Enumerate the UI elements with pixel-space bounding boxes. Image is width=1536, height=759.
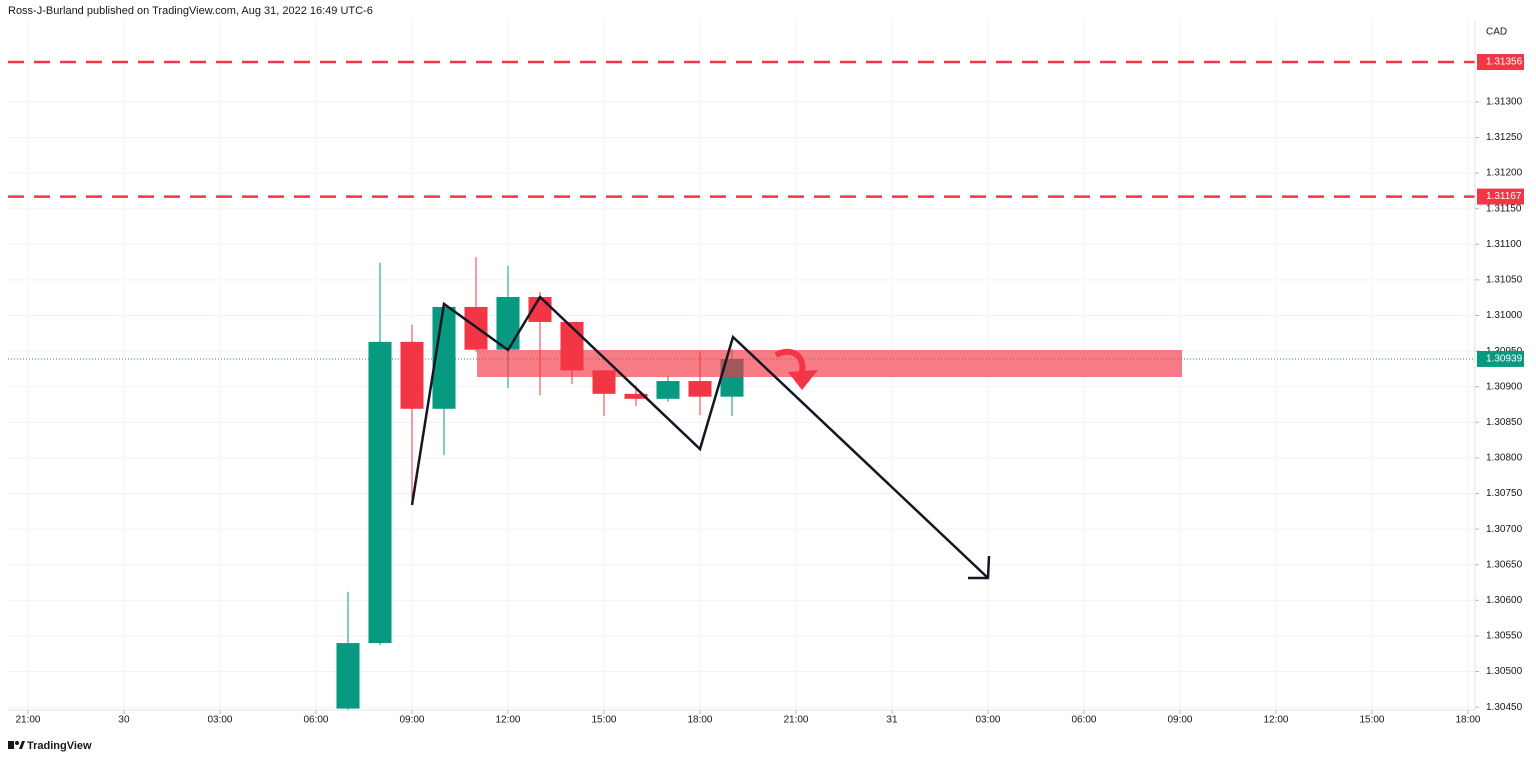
watermark: TradingView	[27, 740, 92, 752]
x-tick-label: 06:00	[1071, 715, 1096, 726]
price-label-box	[1477, 188, 1524, 205]
x-tick-label: 30	[118, 715, 130, 726]
candle-body	[496, 296, 520, 350]
x-tick-label: 03:00	[207, 715, 232, 726]
y-tick-label: 1.31250	[1486, 132, 1523, 143]
candle-body	[368, 341, 392, 644]
x-tick-label: 12:00	[1263, 715, 1288, 726]
x-tick-label: 31	[886, 715, 898, 726]
x-tick-label: 15:00	[1359, 715, 1384, 726]
y-tick-label: 1.31200	[1486, 168, 1523, 179]
y-tick-label: 1.30850	[1486, 417, 1523, 428]
candle-body	[656, 381, 680, 399]
price-label: 1.31167	[1486, 191, 1522, 202]
candle-body	[336, 643, 360, 709]
header: Ross-J-Burland published on TradingView.…	[8, 5, 373, 17]
resistance-zone	[477, 350, 1182, 377]
y-tick-label: 1.30600	[1486, 595, 1523, 606]
y-tick-label: 1.30750	[1486, 488, 1523, 499]
x-tick-label: 09:00	[399, 715, 424, 726]
x-tick-label: 09:00	[1167, 715, 1192, 726]
x-tick-label: 18:00	[687, 715, 712, 726]
y-tick-label: 1.31150	[1486, 203, 1522, 214]
trend-drawing	[410, 295, 989, 579]
y-tick-label: 1.30450	[1486, 702, 1523, 713]
x-tick-label: 21:00	[15, 715, 40, 726]
x-tick-label: 15:00	[591, 715, 616, 726]
y-tick-label: 1.30550	[1486, 631, 1523, 642]
x-tick-label: 03:00	[975, 715, 1000, 726]
marks	[8, 60, 1475, 711]
y-tick-label: 1.30650	[1486, 559, 1523, 570]
candle-body	[400, 341, 424, 409]
y-tick-label: 1.31000	[1486, 310, 1523, 321]
currency: CAD	[1486, 27, 1507, 38]
price-label: 1.31356	[1486, 57, 1523, 68]
grid: 1.31300 1.31250 1.31200 1.31150 1.31100 1.310…	[8, 20, 1523, 726]
last-price-label: 1.30939	[1486, 354, 1523, 365]
y-tick-label: 1.30900	[1486, 381, 1523, 392]
logo	[8, 741, 25, 749]
price-label-box	[1477, 54, 1524, 71]
x-tick-label: 06:00	[303, 715, 328, 726]
y-tick-label: 1.30800	[1486, 453, 1523, 464]
x-tick-label: 21:00	[783, 715, 808, 726]
x-tick-label: 12:00	[495, 715, 520, 726]
candle-body	[688, 381, 712, 397]
curved-arrow-head	[788, 370, 818, 390]
y-tick-label: 1.31300	[1486, 97, 1523, 108]
y-tick-label: 1.31100	[1486, 239, 1522, 250]
y-tick-label: 1.30500	[1486, 666, 1523, 677]
y-tick-label: 1.31050	[1486, 275, 1523, 286]
arrow-head	[968, 555, 991, 580]
last-price-box	[1477, 350, 1524, 367]
y-tick-label: 1.30700	[1486, 524, 1523, 535]
x-tick-label: 18:00	[1455, 715, 1480, 726]
labels: 1.31356 1.31167 1.30939	[1477, 54, 1524, 367]
candle-body	[624, 393, 648, 399]
